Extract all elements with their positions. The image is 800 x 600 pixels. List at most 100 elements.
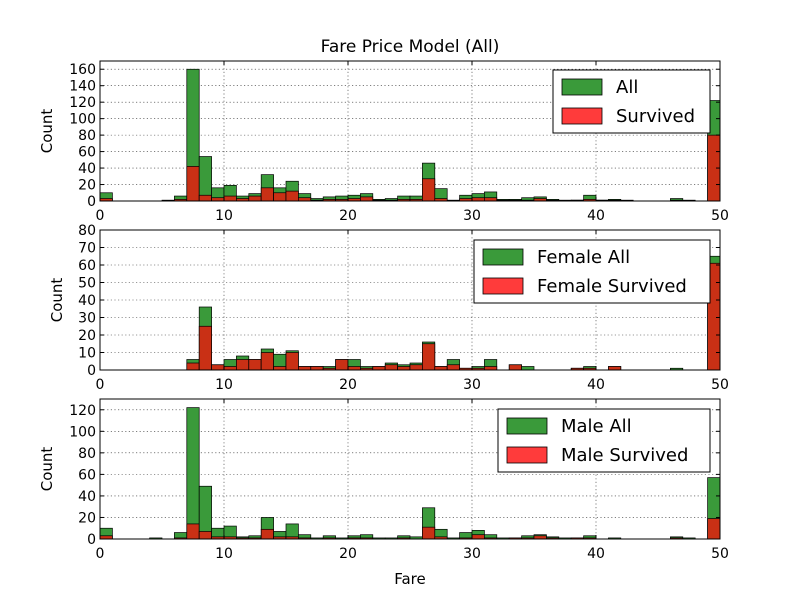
- bar-survived: [422, 343, 436, 371]
- bar-survived: [198, 325, 212, 371]
- legend-swatch: [506, 446, 548, 464]
- bar-all: [521, 366, 535, 371]
- bar-survived: [372, 366, 386, 371]
- x-tick-label: 30: [463, 546, 481, 562]
- bar-survived: [409, 364, 423, 371]
- y-tick-label: 70: [78, 241, 96, 257]
- y-axis-label: Count: [48, 278, 66, 323]
- bar-survived: [310, 366, 324, 371]
- y-tick-label: 40: [78, 489, 96, 505]
- bar-all: [186, 407, 200, 540]
- y-tick-label: 60: [78, 467, 96, 483]
- bar-survived: [260, 528, 274, 540]
- bar-survived: [471, 534, 485, 540]
- bar-survived: [273, 366, 287, 371]
- y-tick-label: 50: [78, 276, 96, 292]
- plot-frame: [99, 398, 721, 540]
- y-tick-label: 80: [78, 446, 96, 462]
- x-tick-label: 20: [339, 208, 357, 224]
- x-tick-label: 30: [463, 208, 481, 224]
- legend-swatch: [561, 78, 603, 96]
- y-tick-label: 0: [87, 363, 96, 379]
- bar-survived: [446, 364, 460, 371]
- bar-survived: [211, 364, 225, 371]
- bar-survived: [236, 359, 250, 371]
- x-tick-label: 40: [587, 377, 605, 393]
- bar-survived: [285, 190, 299, 202]
- legend-label: Male All: [561, 416, 632, 437]
- bar-survived: [223, 366, 237, 371]
- y-tick-label: 160: [69, 62, 96, 78]
- bar-survived: [360, 196, 374, 202]
- y-tick-label: 120: [69, 95, 96, 111]
- x-tick-label: 50: [711, 377, 729, 393]
- y-axis-label: Count: [38, 447, 56, 492]
- legend: Male All Male Survived: [497, 408, 711, 473]
- bar-survived: [298, 366, 312, 371]
- y-axis-label: Count: [38, 109, 56, 154]
- bar-survived: [186, 523, 200, 540]
- subplot-all: 0 10 20 30 40 50020406080100120140160CountAll…: [38, 60, 729, 224]
- bar-survived: [508, 364, 522, 371]
- y-tick-label: 100: [69, 424, 96, 440]
- bar-survived: [434, 366, 448, 371]
- x-tick-label: 50: [711, 546, 729, 562]
- y-tick-label: 120: [69, 403, 96, 419]
- y-tick-label: 20: [78, 510, 96, 526]
- bar-survived: [422, 526, 436, 540]
- x-axis-label: Fare: [394, 570, 426, 588]
- legend-label: Survived: [616, 106, 695, 127]
- bar-survived: [484, 366, 498, 371]
- y-tick-label: 30: [78, 311, 96, 327]
- legend-swatch: [561, 107, 603, 125]
- bar-survived: [186, 362, 200, 371]
- x-tick-label: 0: [96, 377, 105, 393]
- legend-label: Female Survived: [537, 276, 687, 297]
- bar-survived: [347, 366, 361, 371]
- y-tick-label: 40: [78, 293, 96, 309]
- y-tick-label: 100: [69, 112, 96, 128]
- y-tick-label: 10: [78, 346, 96, 362]
- y-tick-label: 0: [87, 532, 96, 548]
- bar-survived: [273, 192, 287, 202]
- x-tick-label: 10: [215, 208, 233, 224]
- y-tick-label: 20: [78, 328, 96, 344]
- bar-survived: [248, 195, 262, 202]
- legend-swatch: [482, 248, 524, 266]
- bar-survived: [285, 352, 299, 371]
- x-tick-label: 50: [711, 208, 729, 224]
- x-tick-label: 30: [463, 377, 481, 393]
- x-tick-label: 40: [587, 546, 605, 562]
- bar-survived: [223, 195, 237, 202]
- x-tick-label: 10: [215, 377, 233, 393]
- x-tick-label: 40: [587, 208, 605, 224]
- y-tick-label: 60: [78, 258, 96, 274]
- x-tick-label: 20: [339, 546, 357, 562]
- x-tick-label: 0: [96, 208, 105, 224]
- bar-survived: [198, 531, 212, 540]
- bar-survived: [198, 194, 212, 202]
- bar-survived: [186, 166, 200, 202]
- legend-label: All: [616, 77, 638, 98]
- plot-frame: [99, 60, 721, 202]
- bar-all: [198, 485, 212, 540]
- y-tick-label: 60: [78, 145, 96, 161]
- bar-survived: [260, 187, 274, 202]
- bar-survived: [260, 352, 274, 371]
- bar-survived: [707, 518, 721, 540]
- x-tick-label: 0: [96, 546, 105, 562]
- y-tick-label: 140: [69, 79, 96, 95]
- subplot-female: 0 10 20 30 40 5001020304050607080CountFemale …: [48, 223, 729, 393]
- y-tick-label: 20: [78, 178, 96, 194]
- legend: All Survived: [552, 69, 711, 134]
- legend: Female All Female Survived: [473, 239, 711, 304]
- legend-label: Female All: [537, 247, 630, 268]
- bar-survived: [248, 359, 262, 371]
- plots: 0 10 20 30 40 50020406080100120140160CountAll…: [38, 60, 729, 588]
- bar-survived: [422, 178, 436, 202]
- subplot-male: 0 10 20 30 40 50 0 20 40 60 80 100 120 Count Fare Male …: [38, 398, 729, 588]
- bar-survived: [397, 366, 411, 371]
- legend-label: Male Survived: [561, 445, 688, 466]
- y-tick-label: 0: [87, 194, 96, 210]
